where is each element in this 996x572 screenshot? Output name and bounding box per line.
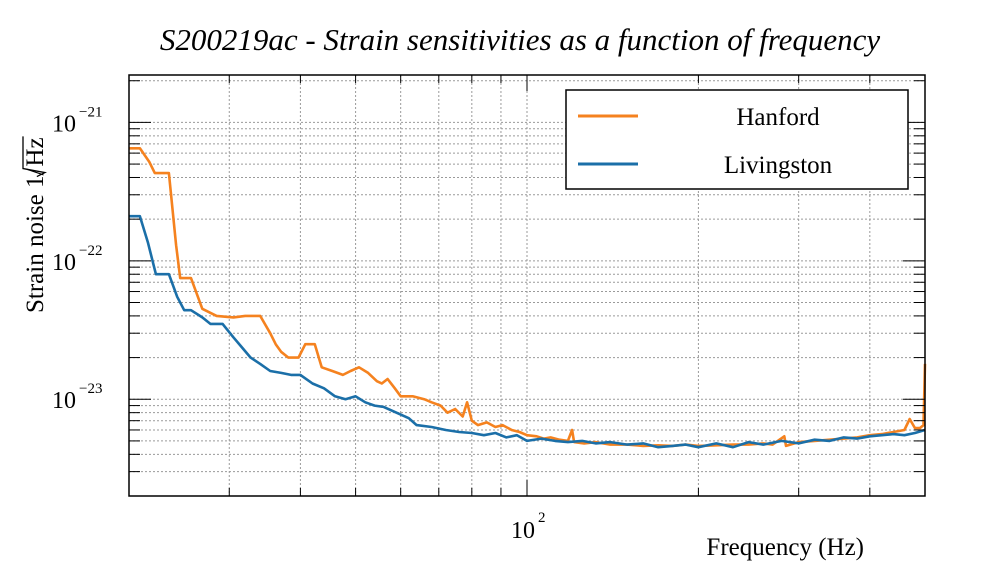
y-tick-base: 10: [52, 111, 76, 137]
y-axis-label-text: Strain noise 1/Hz: [22, 137, 49, 313]
series-layer: [129, 147, 927, 449]
y-tick-label: 10 −23: [52, 381, 102, 414]
chart-title: S200219ac - Strain sensitivities as a fu…: [160, 22, 881, 57]
y-tick-base: 10: [52, 250, 76, 276]
y-tick-base: 10: [52, 388, 76, 414]
y-tick-label: 10 −22: [52, 243, 102, 276]
y-tick-exponent: −21: [79, 104, 102, 120]
legend-box: [565, 89, 909, 190]
series-line-livingston: [129, 214, 926, 449]
series-line-hanford: [129, 147, 927, 448]
x-tick-label-100: 10 2: [511, 510, 546, 544]
x-tick-base: 10: [511, 518, 535, 544]
x-axis-label: Frequency (Hz): [706, 534, 864, 561]
sqrt-sign: [22, 136, 47, 178]
chart-grid: [128, 75, 926, 497]
legend-label-livingston: Livingston: [724, 152, 833, 179]
x-tick-exponent: 2: [538, 510, 546, 526]
axis-ticks: [128, 75, 926, 497]
y-tick-label: 10 −21: [52, 104, 102, 137]
y-tick-exponent: −23: [79, 381, 102, 397]
legend-label-hanford: Hanford: [736, 104, 820, 131]
y-tick-exponent: −22: [79, 243, 102, 259]
legend: Hanford Livingston: [565, 89, 909, 190]
y-axis-label: Strain noise 1/Hz: [22, 136, 49, 313]
